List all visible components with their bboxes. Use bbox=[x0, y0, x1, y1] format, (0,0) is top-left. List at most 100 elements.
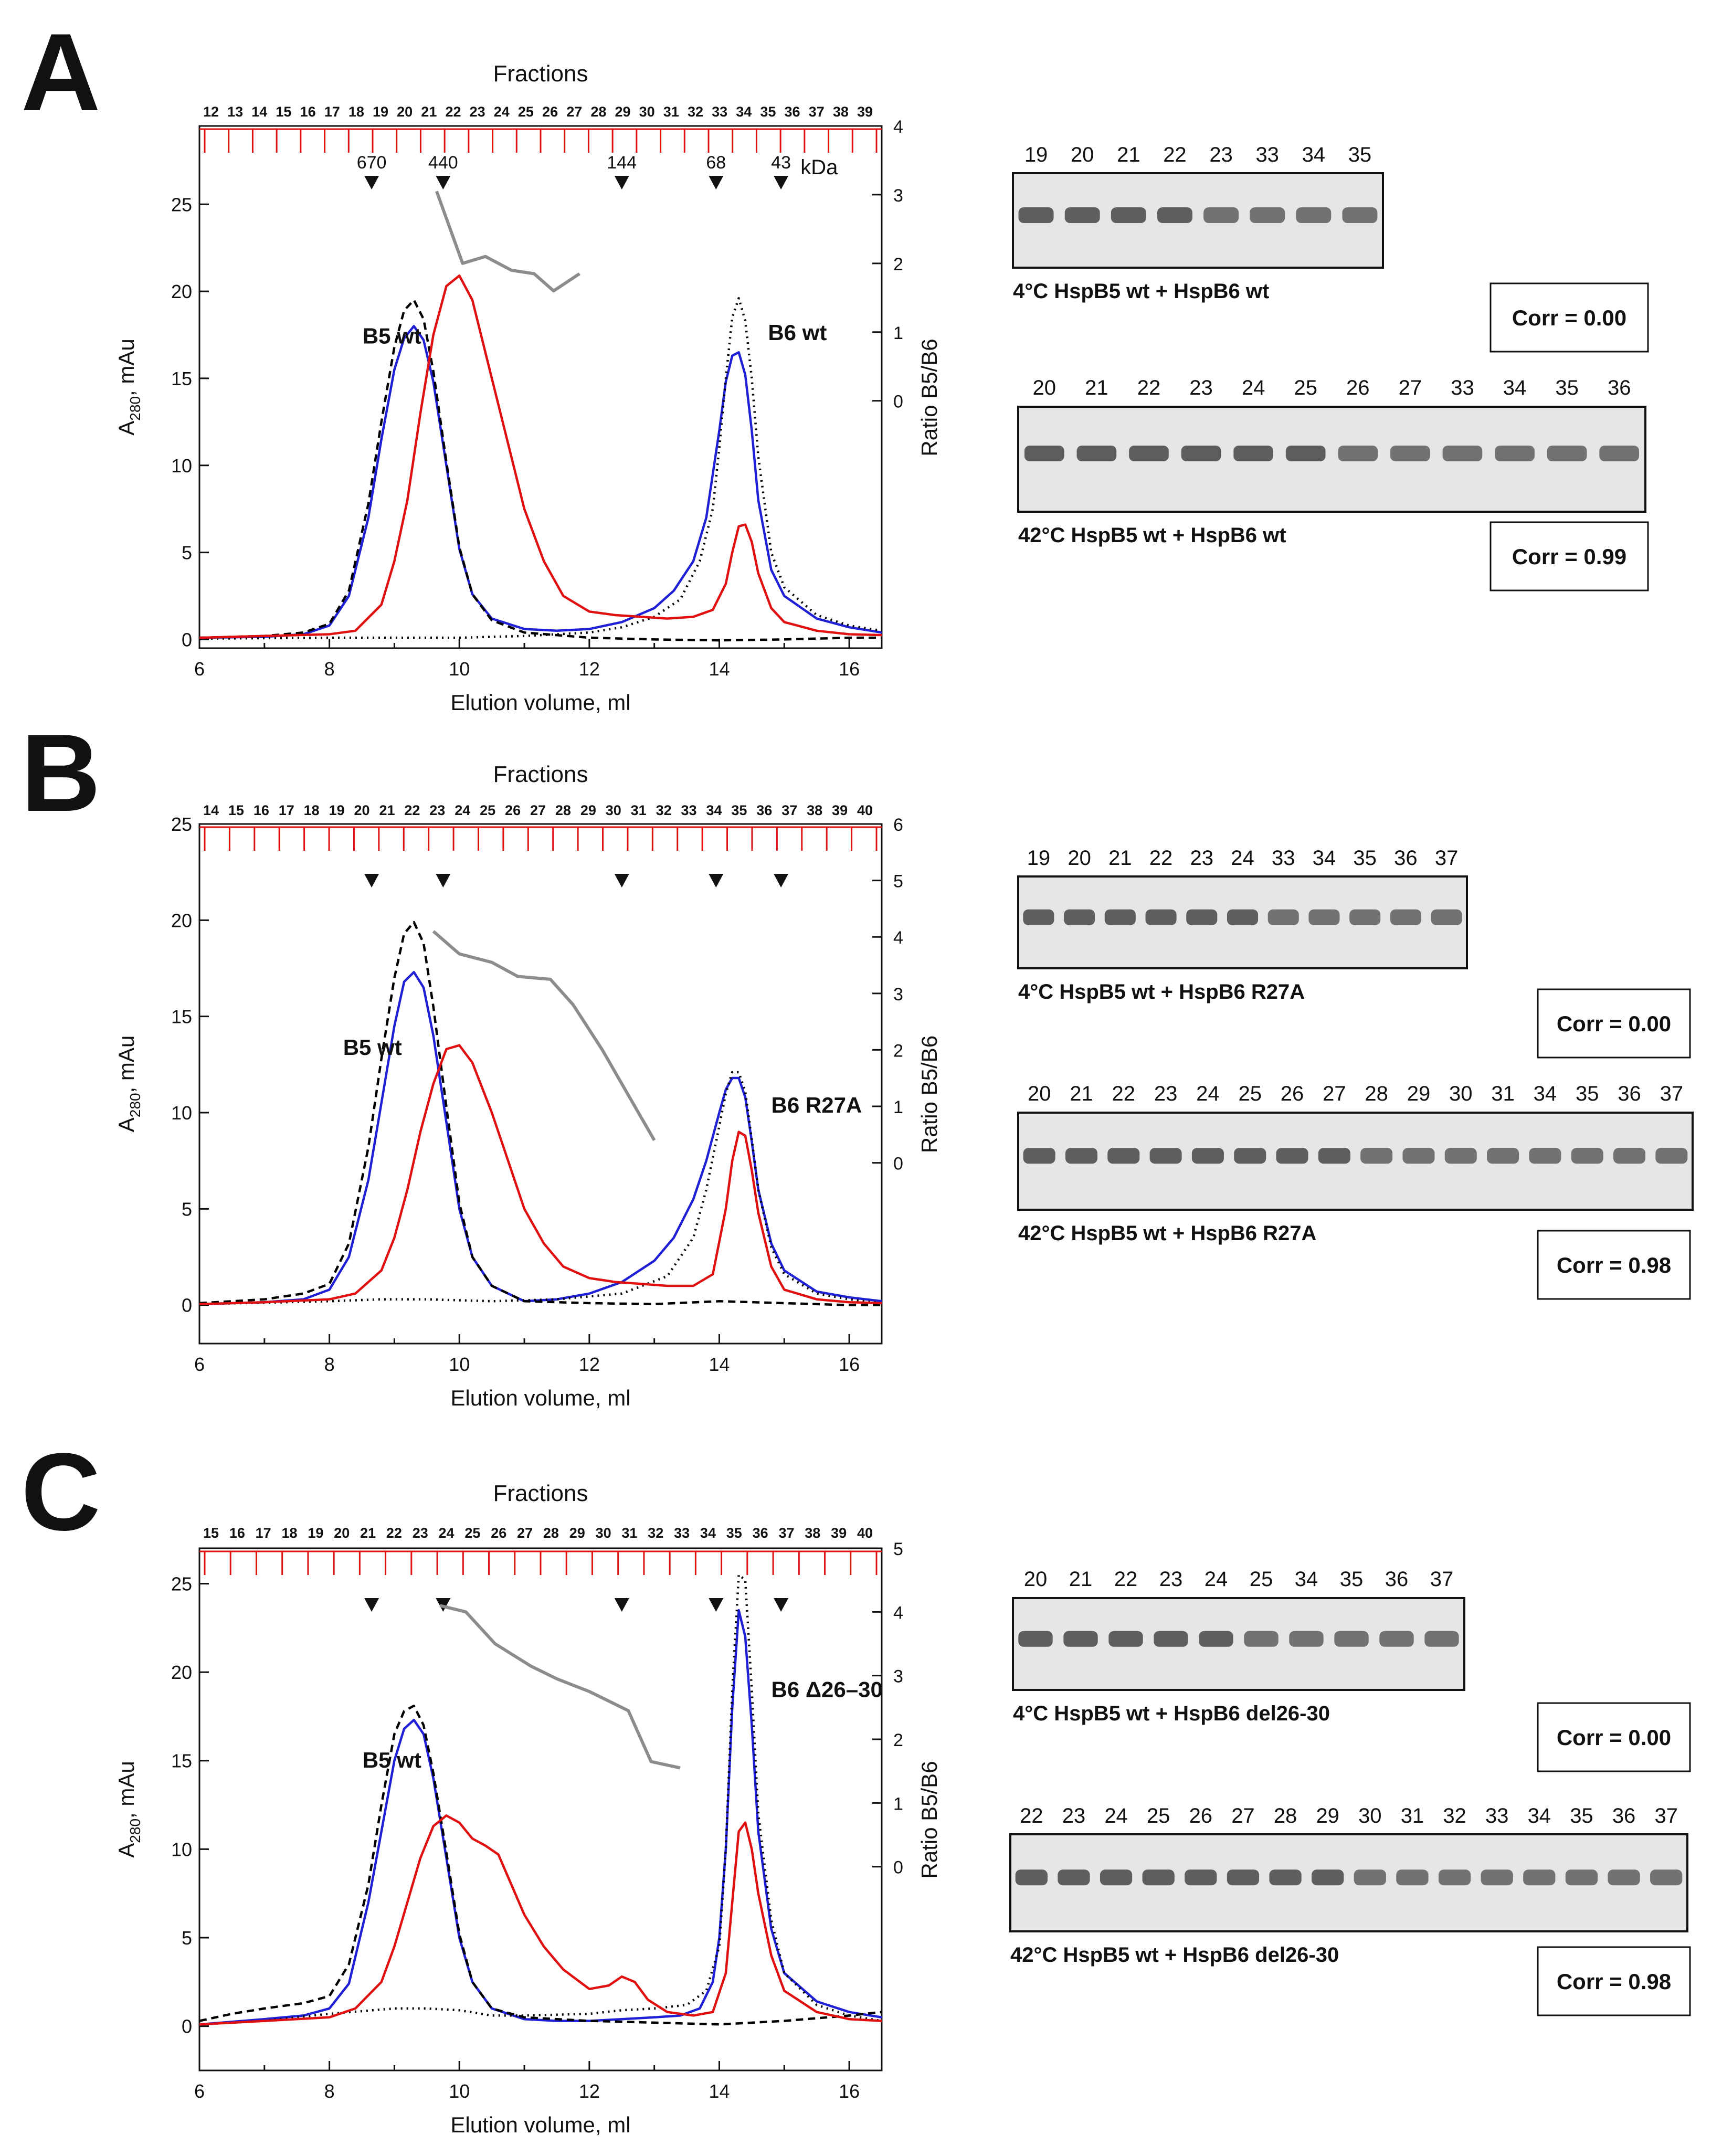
fraction-number: 18 bbox=[348, 104, 364, 120]
gel-band bbox=[1481, 1869, 1513, 1886]
gel-band bbox=[1424, 1631, 1459, 1647]
gel-band bbox=[1185, 1869, 1217, 1886]
size-marker bbox=[709, 874, 724, 887]
lane-number: 34 bbox=[1534, 1082, 1557, 1105]
gel-caption: 42°C HspB5 wt + HspB6 wt bbox=[1018, 524, 1286, 547]
lane-number: 25 bbox=[1147, 1804, 1170, 1827]
lane-number: 21 bbox=[1069, 1568, 1093, 1591]
gel-band bbox=[1523, 1869, 1556, 1886]
series-line-1 bbox=[199, 1704, 882, 2026]
gel-1: 20 21 22 23 24 25 26 27 28 29 30 31 34 35 36 37 42°C Hsp… bbox=[1017, 1082, 1694, 1300]
fraction-number: 15 bbox=[276, 104, 291, 120]
y-axis-title-sub: 280 bbox=[127, 1819, 143, 1843]
lane-number: 29 bbox=[1316, 1804, 1339, 1827]
gel-band bbox=[1338, 446, 1378, 461]
y-axis-title-sub: 280 bbox=[127, 396, 143, 421]
y-axis-title-main: A bbox=[114, 1117, 139, 1132]
size-marker bbox=[614, 176, 629, 189]
fraction-number: 24 bbox=[439, 1525, 455, 1541]
y-axis-title-rest: , mAu bbox=[114, 1035, 139, 1093]
lane-number: 20 bbox=[1071, 143, 1094, 166]
lane-number: 24 bbox=[1242, 376, 1265, 399]
lane-number: 24 bbox=[1231, 847, 1254, 870]
peak-label: B5 wt bbox=[363, 1748, 421, 1772]
fraction-number: 34 bbox=[706, 802, 722, 818]
lane-number: 36 bbox=[1385, 1568, 1409, 1591]
fraction-number: 39 bbox=[832, 802, 848, 818]
fraction-number: 27 bbox=[530, 802, 546, 818]
corr-value: Corr = 0.98 bbox=[1557, 1969, 1671, 1994]
series-line-3 bbox=[199, 274, 882, 639]
corr-box bbox=[1537, 1702, 1691, 1772]
gel-band bbox=[1487, 1148, 1519, 1164]
fraction-number: 35 bbox=[726, 1525, 742, 1541]
fraction-number: 19 bbox=[308, 1525, 323, 1541]
corr-box bbox=[1537, 1230, 1691, 1300]
x-tick-label: 12 bbox=[579, 2080, 600, 2102]
gel-band bbox=[1108, 1631, 1143, 1647]
lane-number: 36 bbox=[1612, 1804, 1636, 1827]
y-tick-label: 0 bbox=[182, 1295, 192, 1316]
fraction-number: 23 bbox=[413, 1525, 428, 1541]
y-tick-label: 20 bbox=[171, 1662, 192, 1683]
gel-band bbox=[1181, 446, 1221, 461]
plot-frame bbox=[198, 125, 883, 649]
fractions-title: Fractions bbox=[493, 762, 588, 787]
gel-band bbox=[1267, 909, 1299, 925]
fraction-number: 15 bbox=[228, 802, 244, 818]
fraction-number: 18 bbox=[281, 1525, 297, 1541]
x-axis-title: Elution volume, ml bbox=[450, 690, 630, 715]
gel-band bbox=[1547, 446, 1587, 461]
gel-band bbox=[1227, 909, 1259, 925]
lane-number: 20 bbox=[1028, 1082, 1051, 1105]
y2-tick-label: 1 bbox=[893, 1097, 903, 1117]
fraction-number: 17 bbox=[256, 1525, 271, 1541]
x-tick-label: 6 bbox=[194, 1354, 205, 1375]
lane-number: 36 bbox=[1618, 1082, 1641, 1105]
gel-band bbox=[1234, 1148, 1266, 1164]
gel-band bbox=[1064, 207, 1100, 223]
fraction-number: 32 bbox=[656, 802, 672, 818]
lane-number: 23 bbox=[1062, 1804, 1086, 1827]
size-marker bbox=[364, 874, 379, 887]
gel-band bbox=[1529, 1148, 1561, 1164]
gel-band bbox=[1308, 909, 1340, 925]
lane-number: 25 bbox=[1294, 376, 1317, 399]
fraction-number: 22 bbox=[404, 802, 420, 818]
fraction-number: 25 bbox=[480, 802, 495, 818]
fraction-number: 37 bbox=[781, 802, 797, 818]
y-tick-label: 20 bbox=[171, 910, 192, 931]
lane-number: 29 bbox=[1407, 1082, 1431, 1105]
fraction-number: 40 bbox=[857, 1525, 873, 1541]
gel-band bbox=[1599, 446, 1640, 461]
size-marker bbox=[614, 1598, 629, 1612]
lane-number: 22 bbox=[1137, 376, 1161, 399]
fraction-number: 14 bbox=[251, 104, 267, 120]
gel-band bbox=[1396, 1869, 1429, 1886]
gel-band bbox=[1199, 1631, 1233, 1647]
x-tick-label: 10 bbox=[449, 1354, 470, 1375]
gel-band bbox=[1064, 909, 1095, 925]
fraction-number: 29 bbox=[580, 802, 596, 818]
gel-band bbox=[1244, 1631, 1279, 1647]
x-tick-label: 12 bbox=[579, 1354, 600, 1375]
lane-number: 22 bbox=[1112, 1082, 1136, 1105]
gel-band bbox=[1107, 1148, 1140, 1164]
gel-band bbox=[1063, 1631, 1098, 1647]
y2-axis-title: Ratio B5/B6 bbox=[917, 339, 942, 456]
marker-label: 670 bbox=[357, 153, 387, 173]
lane-number: 28 bbox=[1365, 1082, 1388, 1105]
fraction-number: 27 bbox=[517, 1525, 533, 1541]
lane-number: 21 bbox=[1085, 376, 1108, 399]
gel-caption: 4°C HspB5 wt + HspB6 del26-30 bbox=[1013, 1702, 1330, 1725]
fraction-number: 22 bbox=[386, 1525, 402, 1541]
fraction-number: 38 bbox=[805, 1525, 820, 1541]
series-line-3 bbox=[199, 1814, 882, 2026]
gel-0: 19 20 21 22 23 33 34 35 4°C HspB5 wt + HspB6 wt C… bbox=[1012, 143, 1649, 353]
corr-value: Corr = 0.00 bbox=[1512, 305, 1626, 330]
fraction-number: 28 bbox=[590, 104, 606, 120]
y-tick-label: 20 bbox=[171, 281, 192, 302]
lane-number: 35 bbox=[1576, 1082, 1599, 1105]
